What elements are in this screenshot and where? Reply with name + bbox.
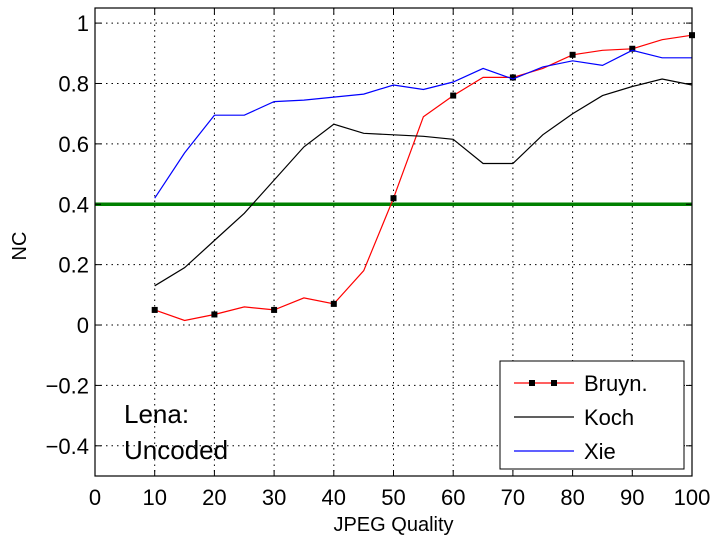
legend-item-koch: Koch bbox=[514, 405, 634, 430]
data-point bbox=[271, 306, 278, 313]
axis-ticks: 0 10 20 30 40 50 60 70 80 90 100 −0.4 −0.2 0 0.2 0.4 0.6… bbox=[46, 8, 711, 510]
legend-label: Xie bbox=[584, 439, 616, 464]
y-tick-label: 0.2 bbox=[58, 253, 89, 278]
y-tick-label: −0.4 bbox=[46, 434, 89, 459]
grid bbox=[95, 8, 692, 476]
data-point bbox=[509, 74, 516, 81]
legend-label: Koch bbox=[584, 405, 634, 430]
y-axis-title: NC bbox=[9, 232, 31, 261]
data-point bbox=[569, 51, 576, 58]
legend-item-xie: Xie bbox=[514, 439, 616, 464]
x-tick-label: 40 bbox=[322, 485, 346, 510]
series-koch bbox=[154, 78, 693, 287]
y-tick-label: 0 bbox=[77, 313, 89, 338]
x-tick-label: 50 bbox=[381, 485, 405, 510]
x-axis-title: JPEG Quality bbox=[333, 514, 453, 536]
data-point bbox=[450, 92, 457, 99]
data-point bbox=[211, 311, 218, 318]
series-line bbox=[154, 49, 692, 199]
y-tick-label: 0.8 bbox=[58, 71, 89, 96]
series-line bbox=[154, 34, 693, 322]
y-tick-label: 0.4 bbox=[58, 192, 89, 217]
data-point bbox=[629, 45, 636, 52]
x-tick-label: 30 bbox=[262, 485, 286, 510]
data-point bbox=[330, 300, 337, 307]
x-tick-label: 100 bbox=[674, 485, 711, 510]
series-line bbox=[154, 78, 693, 287]
x-tick-label: 80 bbox=[560, 485, 584, 510]
x-tick-label: 90 bbox=[620, 485, 644, 510]
legend-label: Bruyn. bbox=[584, 371, 648, 396]
x-tick-label: 0 bbox=[89, 485, 101, 510]
legend-marker bbox=[551, 380, 557, 386]
legend-marker bbox=[529, 380, 535, 386]
legend-item-bruyn: Bruyn. bbox=[514, 371, 648, 396]
x-tick-label: 70 bbox=[501, 485, 525, 510]
annotation-line-2: Uncoded bbox=[124, 435, 228, 465]
x-tick-label: 20 bbox=[202, 485, 226, 510]
series-xie bbox=[154, 49, 692, 199]
legend: Bruyn. Koch Xie bbox=[499, 360, 685, 470]
y-tick-label: −0.2 bbox=[46, 373, 89, 398]
x-tick-label: 60 bbox=[441, 485, 465, 510]
annotation-line-1: Lena: bbox=[124, 399, 189, 429]
y-tick-label: 0.6 bbox=[58, 132, 89, 157]
y-tick-label: 1 bbox=[77, 11, 89, 36]
data-point bbox=[390, 195, 397, 202]
x-tick-label: 10 bbox=[142, 485, 166, 510]
chart-annotation: Lena: Uncoded bbox=[124, 399, 228, 465]
data-point bbox=[151, 306, 158, 313]
